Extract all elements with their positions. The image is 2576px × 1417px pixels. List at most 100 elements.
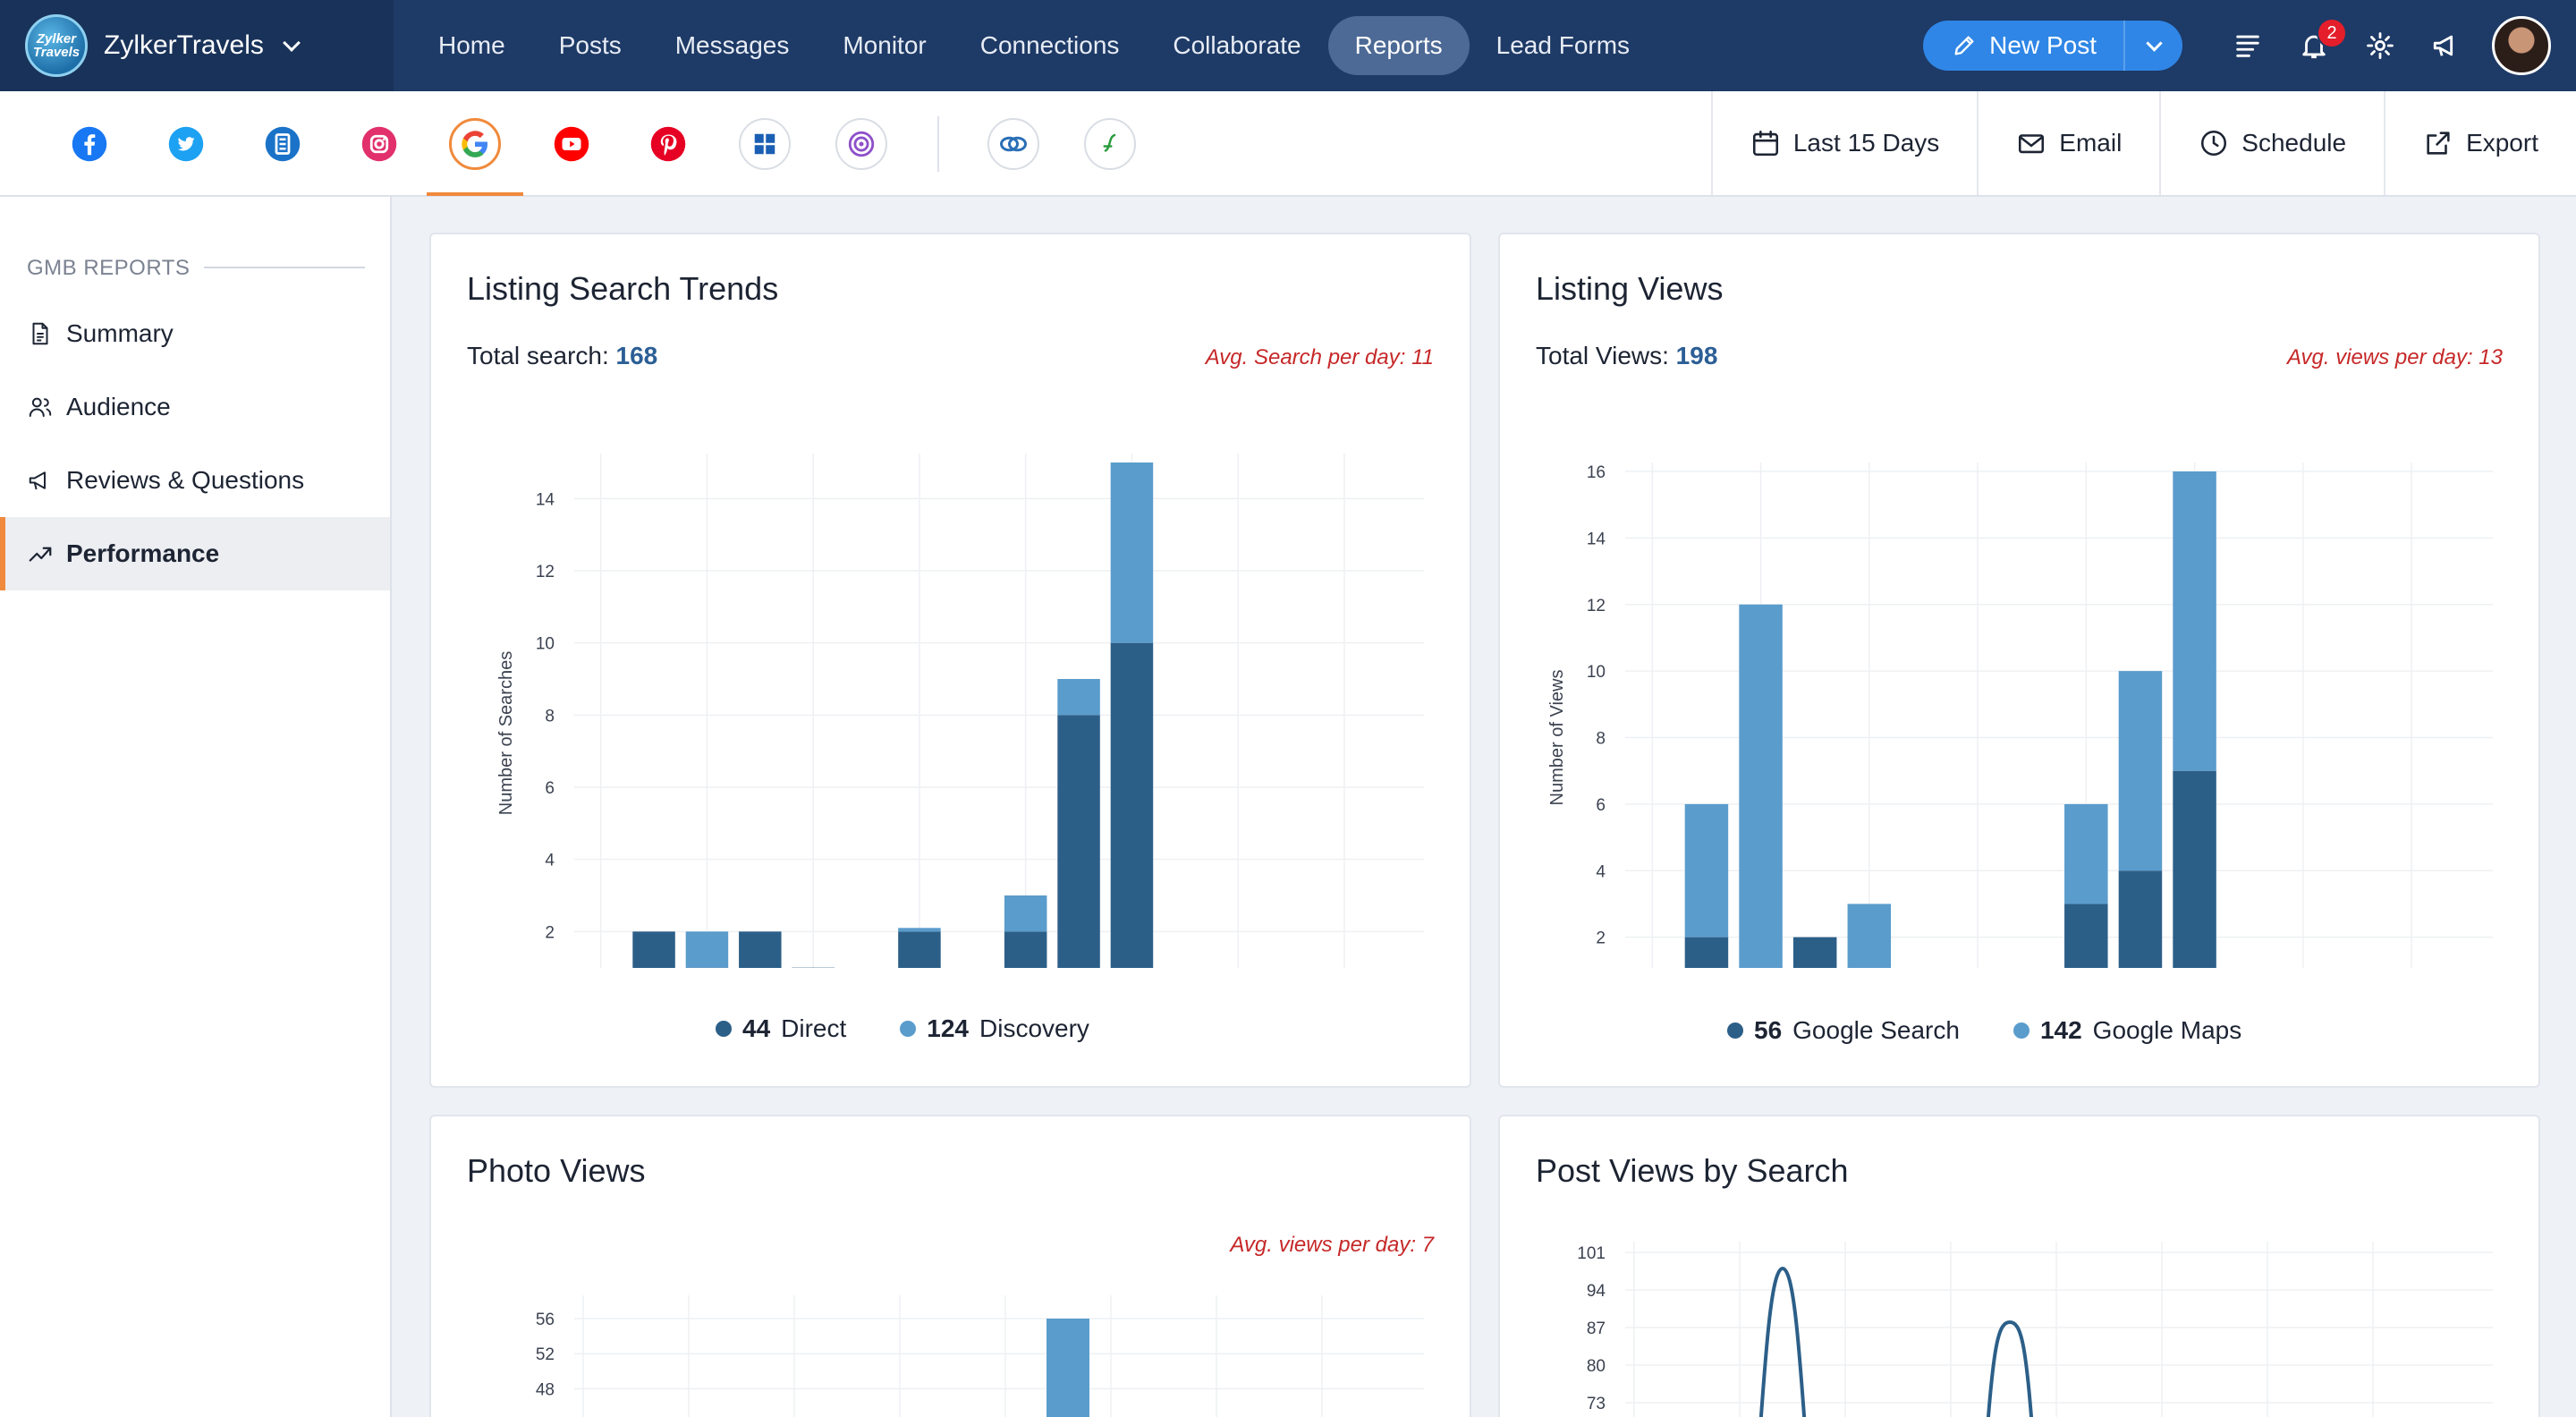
bar-segment <box>2118 870 2163 968</box>
bar-segment <box>2173 471 2216 771</box>
bar-segment <box>685 931 729 968</box>
legend-count: 44 <box>742 1014 771 1042</box>
y-tick-label: 14 <box>1587 530 1606 548</box>
channel-mastodon[interactable] <box>835 118 887 170</box>
list-button[interactable] <box>2215 0 2281 91</box>
clock-icon <box>2201 130 2227 157</box>
sidebar-item-audience[interactable]: Audience <box>0 370 390 444</box>
total-label: Total Views: <box>1536 342 1669 369</box>
legend-item-direct[interactable]: 44 Direct <box>716 1014 846 1043</box>
nav-posts[interactable]: Posts <box>558 31 622 59</box>
total-value: 198 <box>1675 342 1718 369</box>
avatar[interactable] <box>2492 16 2551 75</box>
list-icon <box>2236 35 2259 57</box>
legend-dot <box>1727 1022 1743 1039</box>
y-tick-label: 2 <box>545 923 555 942</box>
sidebar-item-summary[interactable]: Summary <box>0 297 390 370</box>
channel-instagram[interactable] <box>353 118 405 170</box>
legend-dot <box>716 1021 732 1037</box>
card-title: Post Views by Search <box>1536 1152 1849 1189</box>
sidebar-item-label: Performance <box>66 539 220 567</box>
export-button[interactable]: Export <box>2384 91 2576 195</box>
channel-custom[interactable] <box>1084 118 1136 170</box>
chart-legend: 44 Direct 124 Discovery <box>716 1014 1089 1043</box>
date-range-button[interactable]: Last 15 Days <box>1710 91 1977 195</box>
channel-microsoft[interactable] <box>739 118 791 170</box>
chart-legend: 56 Google Search 142 Google Maps <box>1727 1016 2241 1045</box>
brand-switcher[interactable]: Zylker Travels ZylkerTravels <box>0 0 394 91</box>
google-icon <box>462 131 487 157</box>
email-button[interactable]: Email <box>1977 91 2159 195</box>
script-icon <box>1103 133 1116 152</box>
channel-twitter[interactable] <box>160 118 212 170</box>
notifications-button[interactable]: 2 <box>2281 0 2347 91</box>
settings-button[interactable] <box>2347 0 2413 91</box>
nav-reports[interactable]: Reports <box>1327 16 1470 75</box>
y-tick-label: 4 <box>1596 862 1606 881</box>
windows-icon <box>754 133 775 155</box>
legend-count: 124 <box>927 1014 969 1042</box>
y-tick-label: 48 <box>536 1380 555 1399</box>
post-views-chart: 73 80 87 94 101 <box>1577 1242 2493 1417</box>
post-views-card: Post Views by Search 73 80 87 94 101 <box>1498 1115 2540 1417</box>
document-icon <box>32 322 48 345</box>
pencil-icon <box>1954 36 1974 55</box>
nav-connections[interactable]: Connections <box>979 31 1120 59</box>
nav-monitor[interactable]: Monitor <box>843 31 927 59</box>
brand-logo: Zylker Travels <box>25 14 88 77</box>
sidebar-item-reviews-questions[interactable]: Reviews & Questions <box>0 444 390 517</box>
nav-messages[interactable]: Messages <box>674 31 790 59</box>
chevron-down-icon <box>283 34 301 52</box>
y-tick-label: 73 <box>1587 1395 1606 1413</box>
channel-pinterest[interactable] <box>642 118 694 170</box>
channel-youtube[interactable] <box>546 118 597 170</box>
legend-count: 56 <box>1754 1016 1783 1044</box>
legend-item-google-search[interactable]: 56 Google Search <box>1727 1016 1960 1045</box>
active-channel-indicator <box>427 192 523 196</box>
card-title: Listing Search Trends <box>467 270 779 307</box>
nav-lead-forms[interactable]: Lead Forms <box>1496 31 1631 59</box>
pinterest-icon <box>650 126 686 162</box>
total-label: Total search: <box>467 342 609 369</box>
channel-google-business-profile[interactable] <box>257 118 309 170</box>
new-post-dropdown[interactable] <box>2123 21 2182 71</box>
legend-count: 142 <box>2039 1016 2082 1044</box>
y-tick-label: 12 <box>1587 597 1606 615</box>
email-label: Email <box>2059 129 2123 157</box>
notification-badge: 2 <box>2317 18 2347 48</box>
search-trends-card: Listing Search Trends Total search: 168 … <box>429 233 1471 1088</box>
y-tick-label: 6 <box>545 779 555 798</box>
announcements-button[interactable] <box>2413 0 2479 91</box>
y-tick-label: 87 <box>1587 1319 1606 1338</box>
legend-item-discovery[interactable]: 124 Discovery <box>900 1014 1089 1043</box>
channel-google[interactable] <box>449 118 501 170</box>
channel-facebook[interactable] <box>64 118 115 170</box>
users-icon <box>29 397 52 417</box>
card-title: Listing Views <box>1536 270 1724 307</box>
y-tick-label: 16 <box>1587 463 1606 482</box>
nav-collaborate[interactable]: Collaborate <box>1173 31 1301 59</box>
channel-cliq[interactable] <box>987 118 1039 170</box>
schedule-button[interactable]: Schedule <box>2159 91 2384 195</box>
sidebar-item-label: Audience <box>66 393 171 420</box>
y-tick-label: 10 <box>1587 663 1606 682</box>
legend-item-google-maps[interactable]: 142 Google Maps <box>2012 1016 2241 1045</box>
megaphone-icon <box>2433 35 2453 56</box>
bar-segment <box>1739 604 1783 968</box>
bar-segment <box>1057 679 1100 716</box>
export-icon <box>2427 132 2450 155</box>
instagram-icon <box>361 126 397 162</box>
export-label: Export <box>2466 129 2538 157</box>
y-tick-label: 56 <box>536 1311 555 1329</box>
new-post-button[interactable]: New Post <box>1923 21 2123 71</box>
listing-views-card: Listing Views Total Views: 198 Avg. view… <box>1498 233 2540 1088</box>
y-tick-label: 10 <box>536 635 555 654</box>
sidebar-item-performance[interactable]: Performance <box>0 517 390 590</box>
nav-home[interactable]: Home <box>438 31 505 59</box>
legend-dot <box>2012 1022 2029 1039</box>
main-nav: Home Posts Messages Monitor Connections … <box>411 16 1657 75</box>
series-line <box>1758 1266 1807 1417</box>
bar-segment <box>632 931 675 968</box>
bar-segment <box>1847 904 1892 968</box>
listing-views-chart: 0246810121416Jan 27Jan 29Jan 31Feb 02Feb… <box>1547 462 2493 968</box>
